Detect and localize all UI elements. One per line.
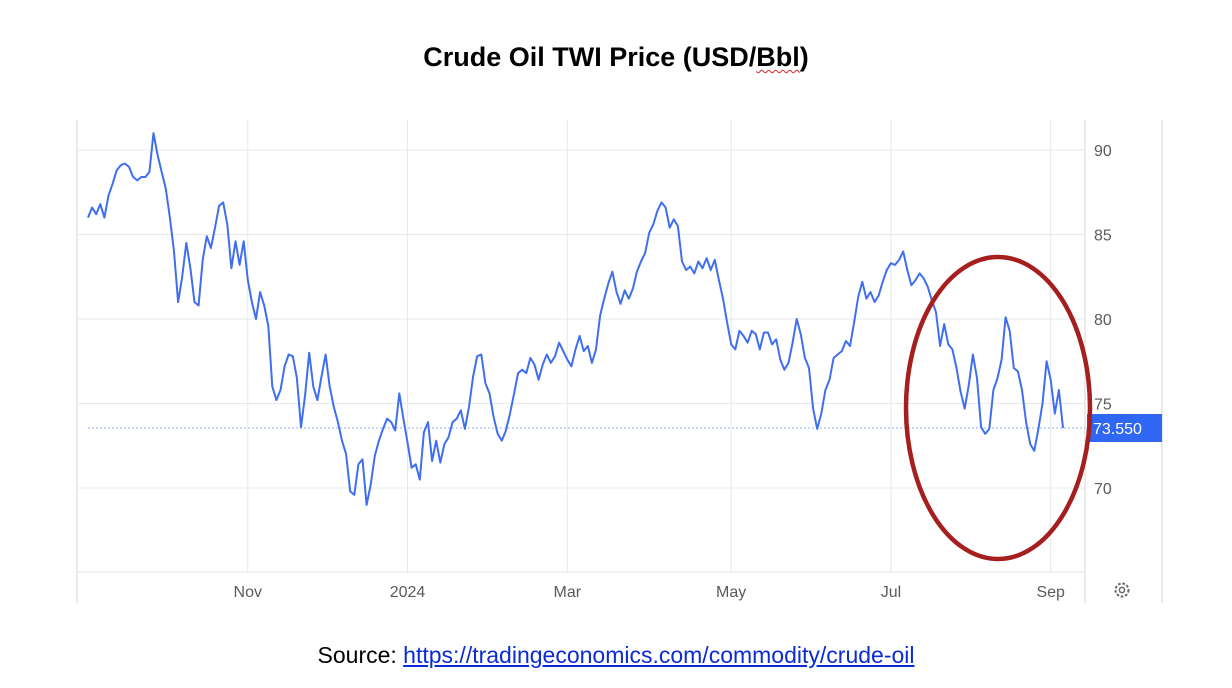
x-tick-label: 2024: [390, 584, 426, 601]
gear-icon[interactable]: [1114, 582, 1130, 598]
source-caption: Source: https://tradingeconomics.com/com…: [0, 642, 1232, 669]
x-tick-label: Nov: [234, 584, 262, 601]
source-link[interactable]: https://tradingeconomics.com/commodity/c…: [403, 642, 915, 668]
chart-title-end: ): [799, 42, 809, 72]
source-label: Source:: [317, 642, 397, 668]
chart-axis-labels: 70 75 80 85 90 Nov 2024 Mar May Jul Sep: [234, 143, 1112, 601]
x-tick-label: May: [716, 584, 746, 601]
y-tick-label: 75: [1094, 397, 1112, 414]
x-tick-label: Mar: [554, 584, 582, 601]
chart-title-main: Crude Oil TWI Price (USD/: [423, 42, 757, 72]
last-value-badge-bg: [1087, 414, 1162, 443]
chart-title: Crude Oil TWI Price (USD/Bbl): [0, 42, 1232, 73]
gear-teeth: [1114, 582, 1130, 598]
last-value-badge: 73.550: [1087, 414, 1162, 443]
chart-grid: [76, 120, 1163, 603]
y-tick-label: 70: [1094, 481, 1112, 498]
highlight-annotation-layer: [903, 254, 1093, 562]
chart-title-unit-spellcheck: Bbl: [756, 42, 800, 72]
highlight-ellipse: [903, 254, 1093, 562]
gear-hub: [1118, 586, 1126, 594]
last-value-label: 73.550: [1093, 421, 1142, 438]
x-tick-label: Jul: [881, 584, 901, 601]
chart-series-layer: [87, 132, 1085, 506]
y-tick-label: 85: [1094, 228, 1112, 245]
y-tick-label: 80: [1094, 312, 1112, 329]
y-tick-label: 90: [1094, 143, 1112, 160]
x-tick-label: Sep: [1036, 584, 1065, 601]
series-line: [87, 132, 1064, 506]
